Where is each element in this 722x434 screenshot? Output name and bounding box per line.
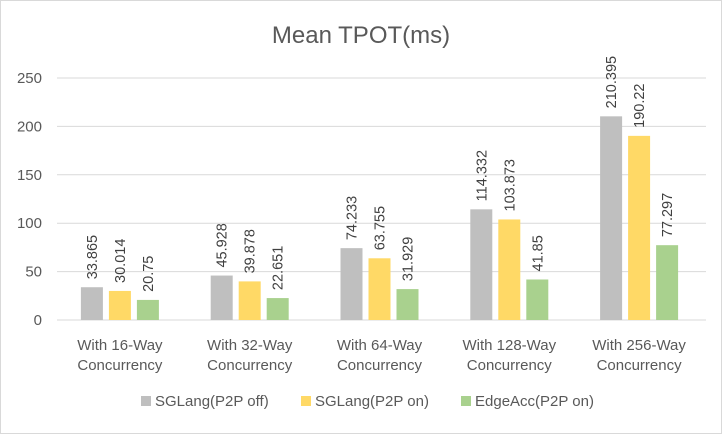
bar-3-3	[396, 289, 419, 320]
data-label: 20.75	[141, 256, 157, 292]
x-axis-categories: With 16-Way Concurrency With 32-Way Concurr…	[77, 337, 686, 374]
bar-1-3	[340, 248, 363, 320]
legend-swatch-2	[301, 396, 311, 406]
data-label: 210.395	[604, 56, 620, 108]
gridlines	[57, 77, 706, 321]
bars	[80, 116, 679, 320]
y-tick-label: 200	[17, 118, 42, 135]
x-category-label: Concurrency	[207, 357, 293, 374]
y-tick-label: 50	[25, 264, 42, 281]
legend: SGLang(P2P off) SGLang(P2P on) EdgeAcc(P2P…	[141, 393, 594, 410]
legend-swatch-1	[141, 396, 151, 406]
x-category-label: Concurrency	[467, 357, 553, 374]
data-label: 30.014	[113, 239, 129, 283]
y-tick-label: 150	[17, 167, 42, 184]
bar-1-2	[210, 275, 233, 320]
data-label: 41.85	[530, 235, 546, 271]
data-label: 74.233	[345, 196, 361, 240]
legend-swatch-3	[461, 396, 471, 406]
bar-2-1	[108, 290, 131, 320]
legend-label-3: EdgeAcc(P2P on)	[475, 393, 594, 410]
data-label: 114.332	[474, 150, 490, 201]
data-label: 77.297	[660, 193, 676, 237]
x-category-label: Concurrency	[337, 357, 423, 374]
x-category-label: With 16-Way	[77, 337, 163, 354]
legend-label-2: SGLang(P2P on)	[315, 393, 429, 410]
data-label: 31.929	[401, 237, 417, 281]
x-category-label: Concurrency	[597, 357, 683, 374]
y-tick-label: 100	[17, 215, 42, 232]
data-label: 33.865	[85, 235, 101, 279]
bar-2-5	[628, 135, 651, 320]
x-category-label: With 32-Way	[207, 337, 293, 354]
data-labels: 33.865 30.014 20.75 45.928 39.878 22.651 74.23…	[85, 56, 676, 292]
bar-2-4	[498, 219, 521, 320]
bar-1-4	[470, 209, 493, 320]
x-category-label: With 64-Way	[337, 337, 423, 354]
bar-1-5	[600, 116, 623, 320]
x-category-label: Concurrency	[77, 357, 163, 374]
y-axis-ticks: 0 50 100 150 200 250	[17, 70, 42, 329]
bar-3-4	[526, 279, 549, 320]
x-category-label: With 256-Way	[592, 337, 686, 354]
legend-label-1: SGLang(P2P off)	[155, 393, 269, 410]
bar-3-1	[136, 299, 159, 320]
chart-title: Mean TPOT(ms)	[272, 22, 450, 49]
data-label: 190.22	[632, 84, 648, 128]
bar-1-1	[80, 287, 103, 320]
bar-3-5	[656, 245, 679, 320]
y-tick-label: 0	[34, 312, 42, 329]
data-label: 63.755	[373, 206, 389, 250]
bar-2-2	[238, 281, 261, 320]
y-tick-label: 250	[17, 70, 42, 87]
data-label: 22.651	[271, 246, 287, 290]
x-category-label: With 128-Way	[462, 337, 556, 354]
bar-2-3	[368, 258, 391, 320]
data-label: 45.928	[215, 223, 231, 267]
data-label: 39.878	[243, 229, 259, 273]
bar-3-2	[266, 298, 289, 320]
data-label: 103.873	[502, 159, 518, 211]
